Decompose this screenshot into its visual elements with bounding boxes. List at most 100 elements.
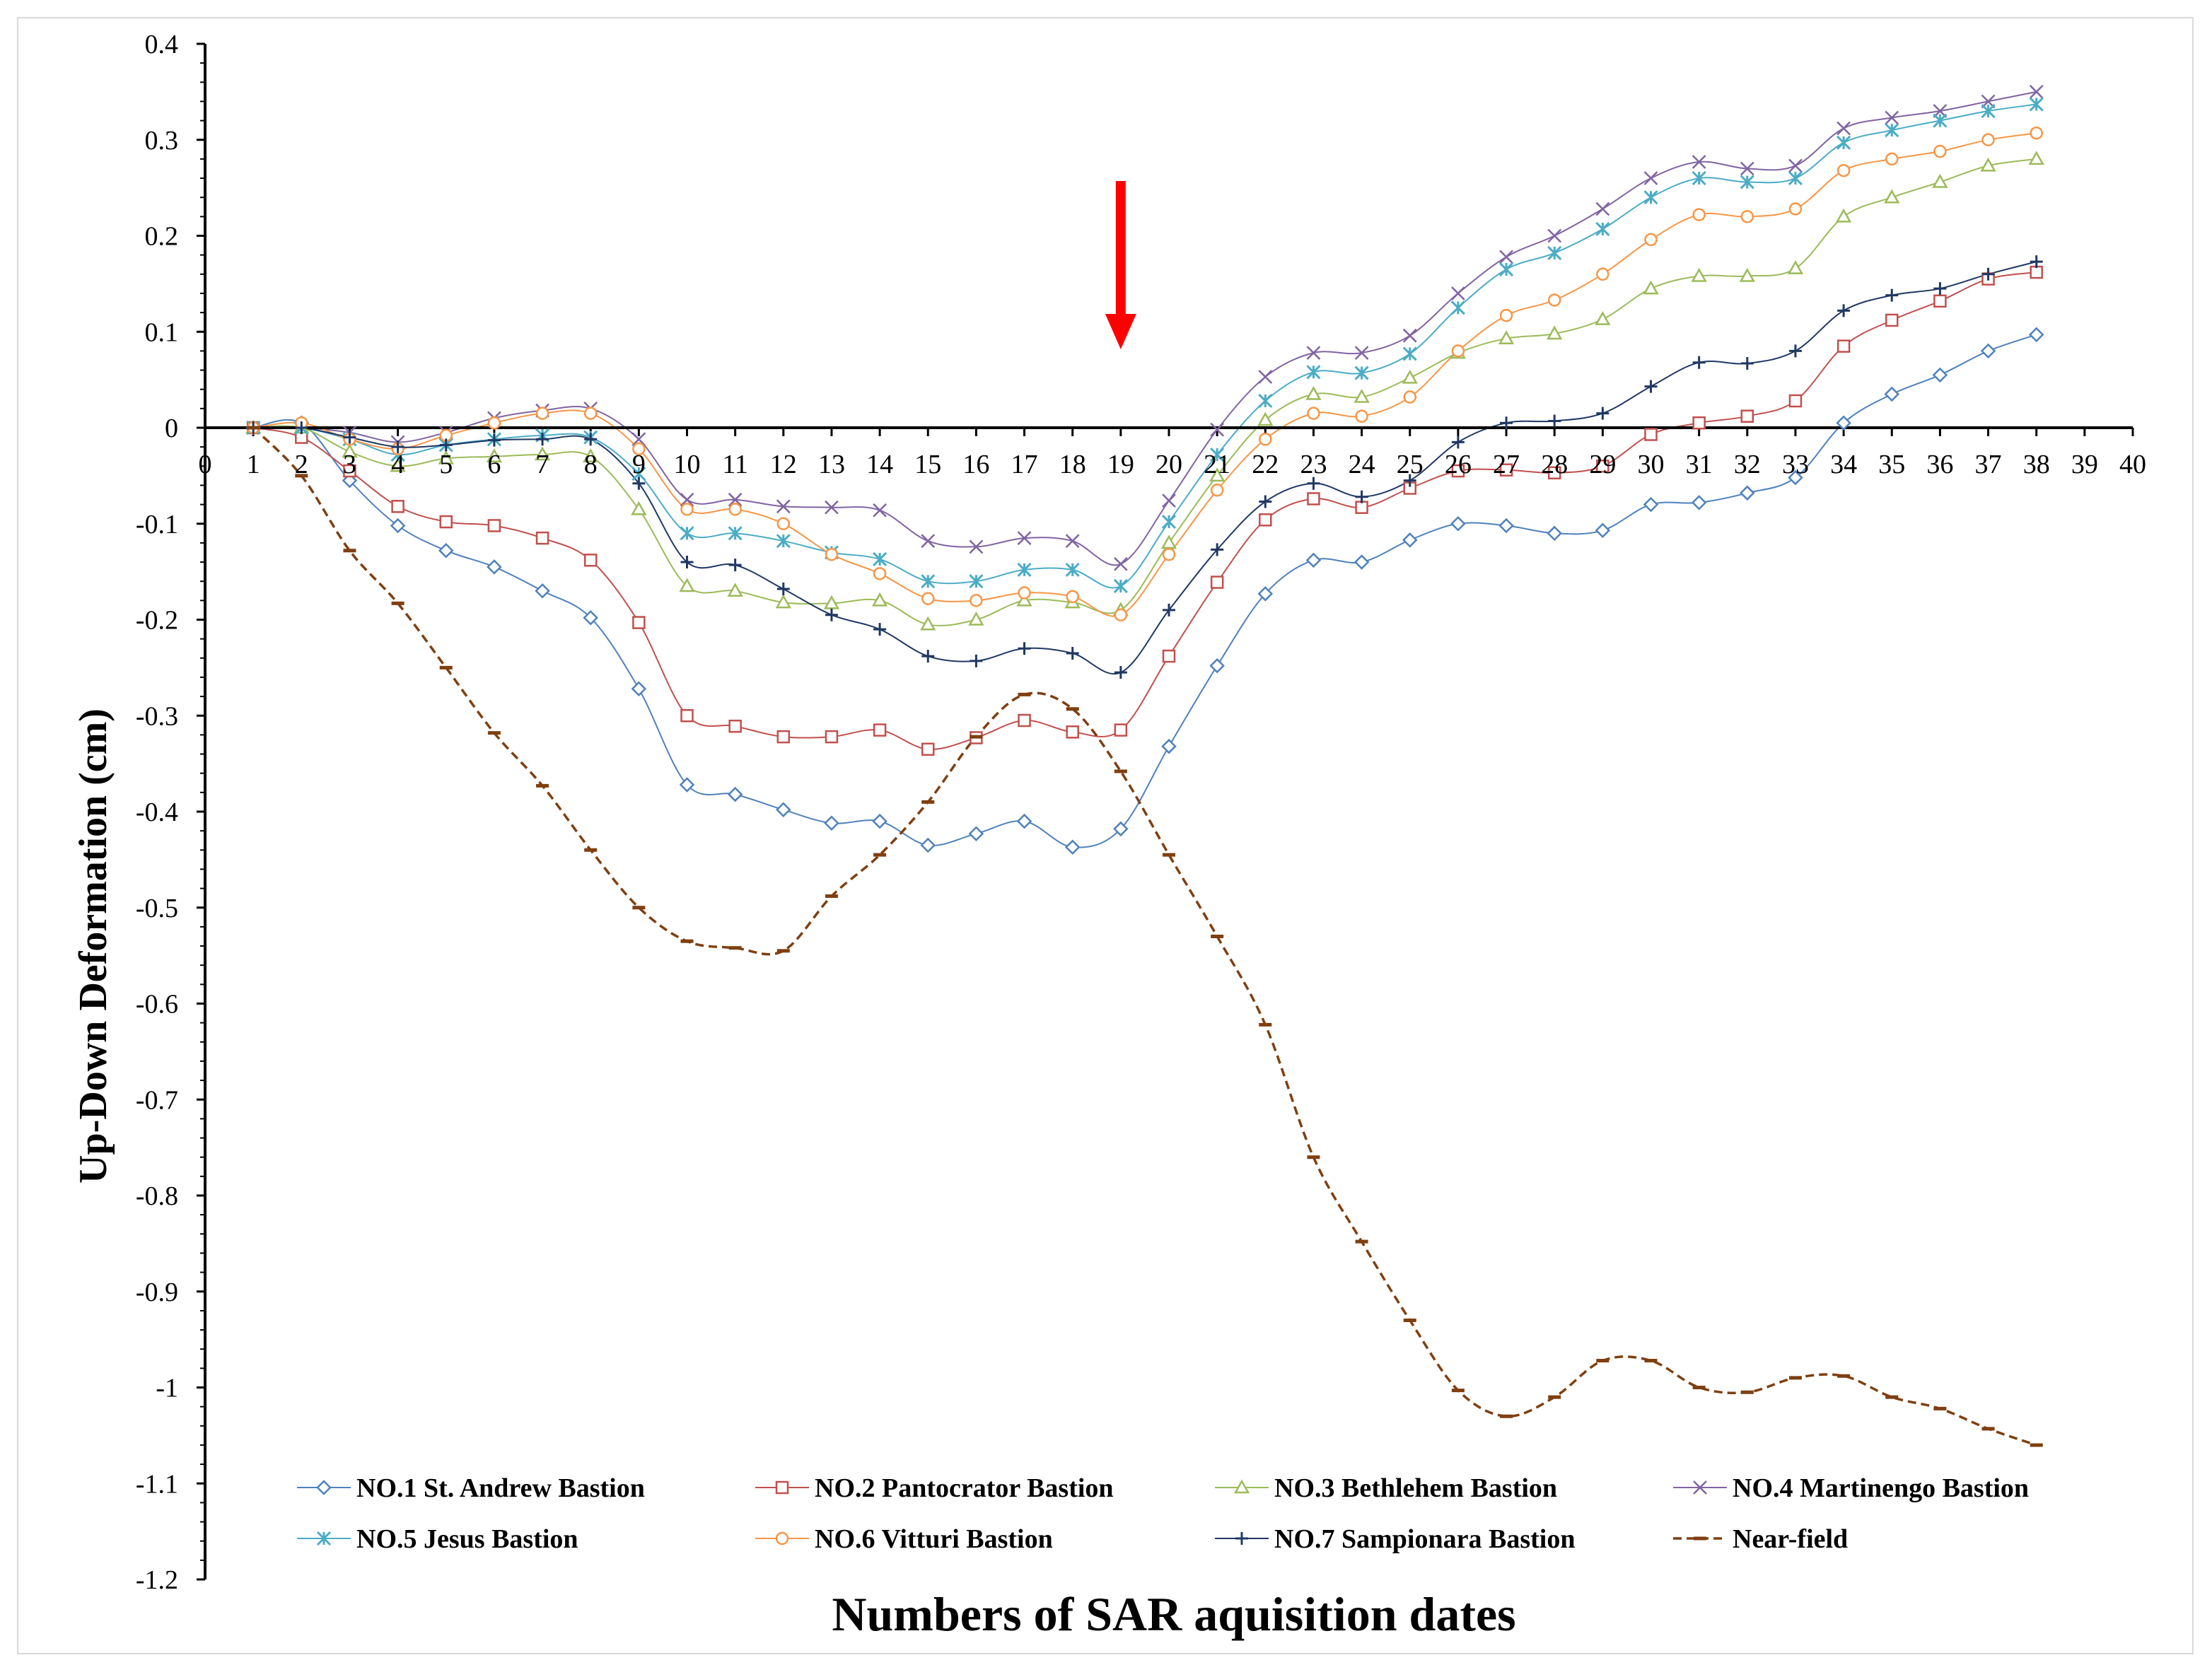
data-point xyxy=(1643,190,1658,205)
data-point xyxy=(1113,556,1128,571)
legend-label: NO.7 Sampionara Bastion xyxy=(1274,1524,1575,1554)
data-point xyxy=(1306,365,1321,380)
data-point xyxy=(438,542,454,559)
data-point xyxy=(1788,170,1803,186)
x-tick-label: 26 xyxy=(1445,450,1472,479)
data-point xyxy=(1018,586,1031,600)
data-point xyxy=(1692,170,1706,186)
data-point xyxy=(1499,463,1513,477)
data-point xyxy=(873,503,887,518)
y-tick-label: -0.3 xyxy=(136,701,178,731)
data-point xyxy=(584,433,598,446)
data-point xyxy=(1788,469,1803,486)
data-point xyxy=(1835,208,1852,223)
data-point xyxy=(2028,327,2044,343)
data-point xyxy=(1258,393,1273,409)
data-point xyxy=(1259,433,1272,446)
x-tick-label: 0 xyxy=(199,450,212,479)
y-tick-label: -0.5 xyxy=(136,894,178,923)
data-point xyxy=(439,515,453,529)
data-point xyxy=(2029,84,2044,99)
legend-swatch-marker xyxy=(775,1531,789,1545)
data-point xyxy=(534,446,551,461)
y-axis-title: Up-Down Deformation (cm) xyxy=(71,708,115,1184)
data-point xyxy=(921,742,935,756)
legend-label: NO.2 Pantocrator Bastion xyxy=(815,1473,1114,1503)
data-point xyxy=(1451,286,1465,300)
data-point xyxy=(1354,366,1369,380)
x-tick-label: 14 xyxy=(866,450,893,479)
x-tick-label: 13 xyxy=(818,450,845,479)
data-point xyxy=(825,547,839,561)
y-tick-label: -0.2 xyxy=(136,606,178,636)
data-point xyxy=(1257,411,1274,426)
data-point xyxy=(872,813,887,829)
data-point xyxy=(583,407,598,420)
data-point xyxy=(1739,267,1755,282)
data-point xyxy=(1162,547,1176,561)
data-point xyxy=(2030,265,2043,279)
data-point xyxy=(920,837,936,853)
x-tick-label: 40 xyxy=(2119,450,2146,479)
data-point xyxy=(1451,436,1465,449)
legend-label: NO.6 Vitturi Bastion xyxy=(815,1524,1053,1554)
x-tick-label: 4 xyxy=(391,450,404,479)
data-point xyxy=(1162,493,1176,508)
data-point xyxy=(1644,380,1658,393)
data-point xyxy=(1547,228,1562,243)
data-point xyxy=(970,654,983,667)
data-point xyxy=(969,539,984,554)
data-point xyxy=(1980,157,1996,172)
data-point xyxy=(873,623,887,636)
data-point xyxy=(343,431,356,444)
data-point xyxy=(1209,467,1226,482)
data-point xyxy=(1548,414,1561,428)
data-point xyxy=(1259,513,1272,527)
axes xyxy=(197,42,2134,1581)
data-point xyxy=(776,499,791,514)
data-point xyxy=(1355,409,1368,423)
data-point xyxy=(1500,416,1513,430)
data-point xyxy=(969,574,984,589)
data-point xyxy=(1932,367,1948,383)
data-point xyxy=(968,826,984,841)
data-point xyxy=(1499,308,1513,322)
data-point xyxy=(776,802,791,818)
data-point xyxy=(728,503,742,516)
y-tick-label: -1 xyxy=(156,1374,178,1403)
data-point xyxy=(1307,477,1320,490)
x-tick-label: 24 xyxy=(1349,450,1375,479)
data-point xyxy=(1016,592,1032,607)
x-tick-label: 25 xyxy=(1397,450,1424,479)
data-point xyxy=(1643,280,1659,295)
y-tick-label: 0.2 xyxy=(145,222,179,252)
tick-labels: 0.4 0.3 0.2 0.1 0 -0.1 -0.2 -0.3 -0.4 -0.5 -0.6 -0.… xyxy=(136,30,2146,1595)
data-point xyxy=(728,559,742,572)
data-point xyxy=(1643,496,1659,513)
data-point xyxy=(1596,460,1609,473)
data-point xyxy=(1498,518,1514,534)
data-point xyxy=(390,518,406,534)
y-tick-label: 0.3 xyxy=(145,126,179,156)
data-point xyxy=(1402,346,1417,361)
y-tick-label: 0.4 xyxy=(145,30,179,59)
x-tick-label: 2 xyxy=(295,450,308,479)
red-arrow-head xyxy=(1105,314,1136,349)
data-point xyxy=(535,583,550,599)
data-point xyxy=(487,559,502,575)
x-tick-label: 27 xyxy=(1493,450,1520,479)
x-tick-label: 21 xyxy=(1204,450,1230,479)
data-point xyxy=(1885,313,1899,327)
data-point xyxy=(1981,103,1996,119)
x-tick-label: 39 xyxy=(2071,450,2098,479)
data-point xyxy=(1933,144,1947,158)
data-point xyxy=(1788,344,1802,358)
data-point xyxy=(680,503,694,516)
red-arrow-shaft xyxy=(1115,181,1126,315)
data-point xyxy=(1209,658,1225,674)
data-point xyxy=(1354,554,1370,570)
data-point xyxy=(632,477,646,490)
x-tick-label: 7 xyxy=(536,450,549,479)
data-point xyxy=(1451,344,1465,358)
